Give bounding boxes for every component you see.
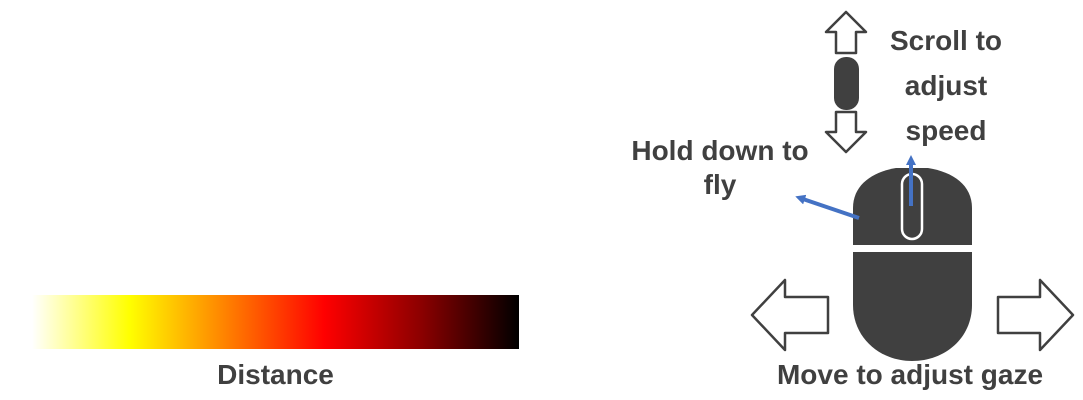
scroll-label: Scroll to adjust speed xyxy=(889,25,1002,146)
move-left-arrow-icon xyxy=(750,278,830,352)
hold-pointer-arrow xyxy=(795,194,860,220)
move-right-arrow-icon xyxy=(996,278,1075,352)
move-label: Move to adjust gaze xyxy=(776,359,1044,390)
scroll-wheel-icon xyxy=(834,57,859,110)
distance-gradient-bar xyxy=(32,295,519,349)
scroll-up-arrow-icon xyxy=(824,10,868,55)
mouse-body-icon xyxy=(853,252,972,361)
scroll-down-arrow-icon xyxy=(824,110,868,154)
distance-label: Distance xyxy=(217,359,334,390)
hold-down-label: Hold down to fly xyxy=(631,135,809,200)
